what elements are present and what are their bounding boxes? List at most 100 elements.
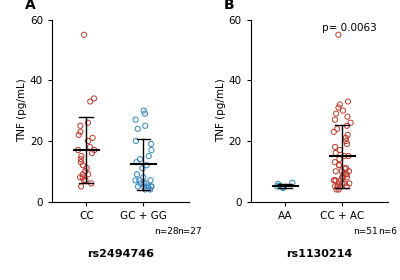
Y-axis label: TNF (pg/mL): TNF (pg/mL) xyxy=(216,79,226,143)
Point xyxy=(82,169,88,174)
Point xyxy=(279,185,285,189)
Point xyxy=(341,154,348,158)
Point xyxy=(339,169,345,174)
Point xyxy=(145,184,151,189)
Point xyxy=(81,178,87,183)
Text: n=28: n=28 xyxy=(154,227,178,236)
Point xyxy=(141,184,148,189)
Point xyxy=(336,181,342,186)
Point xyxy=(332,184,338,189)
Point xyxy=(75,148,81,152)
Point xyxy=(89,136,96,140)
Point xyxy=(78,184,84,189)
Point xyxy=(339,181,346,186)
Point xyxy=(342,181,348,186)
Point xyxy=(336,163,342,167)
Point xyxy=(332,178,339,183)
Point xyxy=(77,175,83,179)
Point xyxy=(133,160,140,164)
Point xyxy=(78,154,84,158)
Point xyxy=(89,151,95,155)
Point xyxy=(148,184,155,189)
Point xyxy=(333,111,339,116)
Text: A: A xyxy=(24,0,35,12)
Point xyxy=(331,178,337,183)
Point xyxy=(148,148,155,152)
Point xyxy=(333,187,340,192)
Point xyxy=(147,178,154,183)
Point xyxy=(132,178,139,183)
Text: B: B xyxy=(224,0,234,12)
Point xyxy=(137,157,143,161)
Point xyxy=(338,178,344,183)
Point xyxy=(332,145,338,149)
Point xyxy=(274,184,280,189)
Point xyxy=(340,172,346,176)
Text: rs1130214: rs1130214 xyxy=(286,249,352,259)
Point xyxy=(335,184,341,189)
Point xyxy=(336,157,342,161)
Point xyxy=(332,151,339,155)
Point xyxy=(80,172,86,176)
Point xyxy=(147,187,153,192)
Point xyxy=(345,99,351,104)
Text: n=27: n=27 xyxy=(177,227,202,236)
Point xyxy=(344,133,351,137)
Point xyxy=(88,181,94,186)
Point xyxy=(148,142,154,146)
Point xyxy=(80,163,86,167)
Point xyxy=(76,133,82,137)
Point xyxy=(78,160,84,164)
Point xyxy=(342,166,348,171)
Point xyxy=(345,154,352,158)
Point xyxy=(289,181,296,185)
Point xyxy=(334,184,341,189)
Point xyxy=(344,123,350,128)
Point xyxy=(343,136,349,140)
Point xyxy=(280,186,286,190)
Point xyxy=(344,175,350,179)
Point xyxy=(338,184,344,189)
Point xyxy=(146,154,152,158)
Point xyxy=(277,184,283,188)
Point xyxy=(143,181,150,186)
Point xyxy=(142,187,148,192)
Point xyxy=(85,172,92,176)
Point xyxy=(340,175,346,179)
Point xyxy=(142,123,148,128)
Point xyxy=(346,181,352,186)
Point xyxy=(78,157,84,161)
Point xyxy=(332,169,339,174)
Text: n=51: n=51 xyxy=(353,227,378,236)
Point xyxy=(77,130,84,134)
Point xyxy=(135,184,141,189)
Point xyxy=(91,148,98,152)
Point xyxy=(140,181,147,186)
Point xyxy=(140,175,146,179)
Point xyxy=(335,105,342,110)
Point xyxy=(142,111,148,116)
Point xyxy=(344,172,350,176)
Point xyxy=(81,32,87,37)
Point xyxy=(139,166,146,171)
Point xyxy=(331,130,337,134)
Point xyxy=(336,163,342,167)
Point xyxy=(343,166,350,171)
Point xyxy=(339,175,345,179)
Point xyxy=(82,178,89,183)
Point xyxy=(134,172,140,176)
Point xyxy=(80,175,86,179)
Text: p= 0.0063: p= 0.0063 xyxy=(322,23,377,33)
Point xyxy=(332,160,338,164)
Point xyxy=(137,181,144,186)
Point xyxy=(87,145,93,149)
Point xyxy=(134,127,141,131)
Point xyxy=(335,32,342,37)
Point xyxy=(85,120,91,125)
Point xyxy=(344,142,350,146)
Point xyxy=(343,172,349,176)
Point xyxy=(143,163,150,167)
Point xyxy=(343,139,350,143)
Point xyxy=(87,99,94,104)
Point xyxy=(340,108,346,113)
